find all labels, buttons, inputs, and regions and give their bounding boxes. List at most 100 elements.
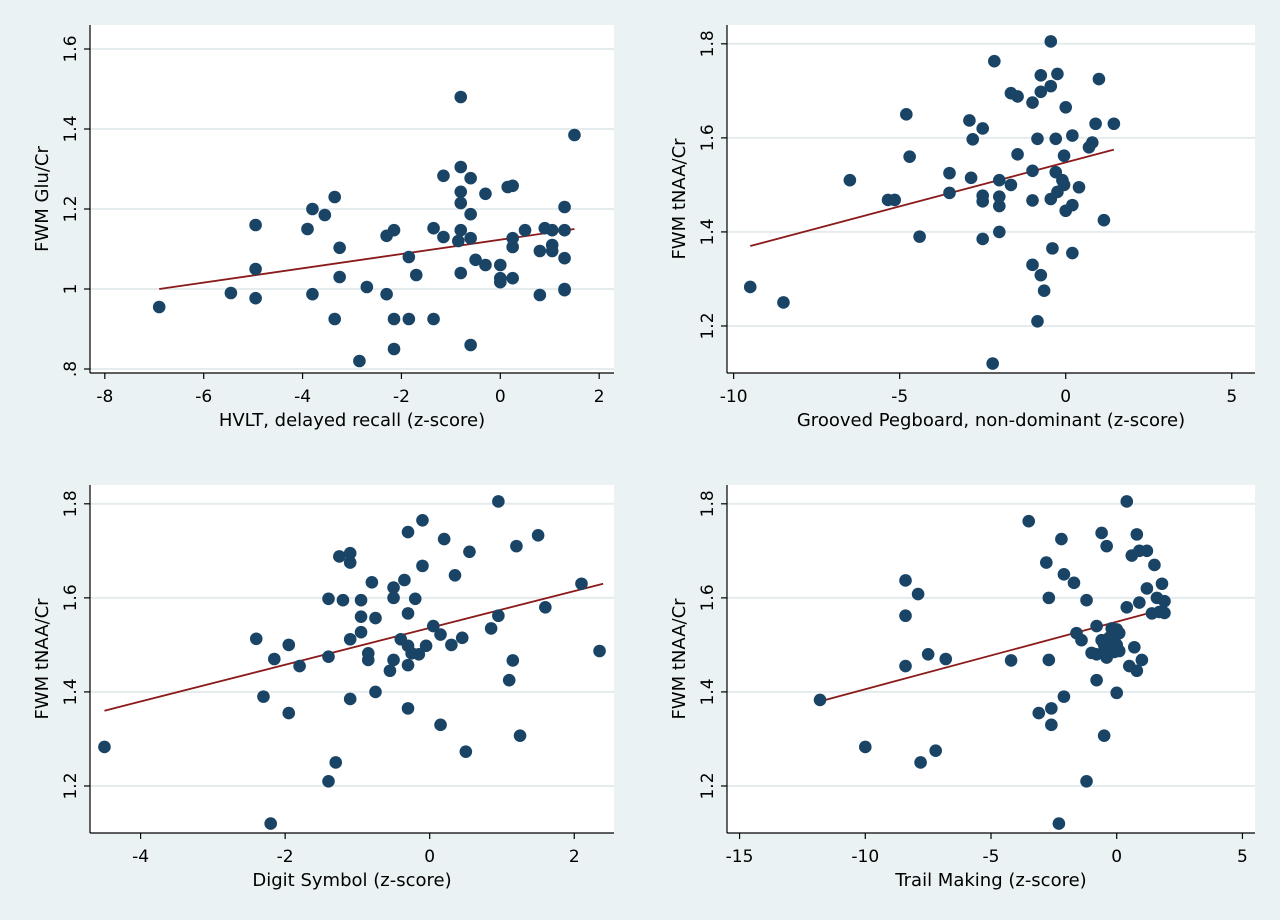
data-point <box>1034 69 1048 82</box>
data-point <box>445 638 458 652</box>
data-point <box>1031 314 1044 328</box>
data-point <box>387 342 401 356</box>
fit-line <box>104 582 604 712</box>
data-point <box>1085 136 1099 149</box>
data-point <box>899 574 912 587</box>
data-point <box>437 532 451 546</box>
data-point <box>993 173 1006 187</box>
data-point <box>506 654 520 667</box>
data-point <box>454 223 468 237</box>
data-point <box>911 587 925 601</box>
data-point <box>427 619 440 633</box>
data-point <box>506 271 519 285</box>
data-point <box>401 658 415 672</box>
data-point <box>506 240 519 254</box>
data-point <box>1037 284 1051 298</box>
data-point <box>401 607 415 620</box>
data-point <box>1120 600 1134 614</box>
x-tick-label: -6 <box>195 387 212 407</box>
data-point <box>1097 729 1111 742</box>
y-axis-title: FWM tNAA/Cr <box>32 598 53 720</box>
data-point <box>1090 647 1103 661</box>
data-point <box>387 591 400 605</box>
data-point <box>903 150 916 163</box>
data-point <box>1049 132 1063 146</box>
data-point <box>437 230 450 244</box>
data-point <box>322 592 335 606</box>
x-tick-label: -4 <box>132 847 149 867</box>
data-point <box>1066 198 1079 212</box>
data-point <box>939 652 953 666</box>
data-point <box>1034 85 1048 99</box>
data-point <box>387 312 401 326</box>
data-point <box>777 296 790 309</box>
data-point <box>921 647 935 661</box>
data-point <box>306 287 319 301</box>
data-point <box>1057 178 1071 192</box>
y-tick-label: .8 <box>61 361 81 377</box>
data-point <box>361 647 375 660</box>
data-point <box>1128 640 1141 654</box>
data-point <box>333 241 346 255</box>
data-point <box>451 234 465 248</box>
data-point <box>469 253 482 267</box>
data-point <box>463 545 476 559</box>
data-point <box>464 338 477 352</box>
data-point <box>1044 35 1058 48</box>
y-axis-title: FWM tNAA/Cr <box>669 138 690 260</box>
data-point <box>401 525 415 539</box>
data-point <box>1112 644 1126 658</box>
data-point <box>416 513 429 527</box>
y-axis-title: FWM tNAA/Cr <box>669 598 690 720</box>
data-point <box>1045 702 1058 715</box>
data-point <box>328 190 341 204</box>
data-point <box>409 268 423 282</box>
data-point <box>976 232 989 246</box>
data-point <box>492 495 505 508</box>
data-point <box>343 632 357 646</box>
x-tick-label: 0 <box>495 387 506 407</box>
data-point <box>1155 577 1169 591</box>
data-point <box>1089 117 1102 131</box>
data-point <box>966 132 980 146</box>
data-point <box>1110 686 1124 700</box>
y-tick-label: 1.2 <box>698 312 718 339</box>
data-point <box>427 312 440 326</box>
x-axis-title: Digit Symbol (z-score) <box>252 870 451 891</box>
data-point <box>398 573 411 587</box>
data-point <box>333 270 346 284</box>
data-point <box>1135 653 1149 667</box>
x-axis-title: HVLT, delayed recall (z-score) <box>219 410 485 431</box>
x-axis-title: Trail Making (z-score) <box>894 870 1086 891</box>
data-point <box>1140 544 1154 558</box>
data-point <box>513 729 527 742</box>
data-point <box>1004 178 1018 192</box>
data-point <box>943 186 956 200</box>
data-point <box>484 622 498 635</box>
data-point <box>506 231 519 245</box>
data-point <box>1022 514 1036 528</box>
data-point <box>98 740 111 754</box>
y-tick-label: 1.4 <box>61 115 81 142</box>
data-point <box>558 251 571 265</box>
data-point <box>464 207 477 221</box>
data-point <box>1026 96 1039 109</box>
y-tick-label: 1.2 <box>698 772 718 799</box>
data-point <box>1032 706 1046 720</box>
x-tick-label: 2 <box>569 847 580 867</box>
x-tick-label: -5 <box>983 847 1000 867</box>
data-point <box>343 556 357 569</box>
data-point <box>1072 180 1086 194</box>
data-point <box>510 539 523 553</box>
y-tick-label: 1.6 <box>61 584 81 611</box>
data-point <box>899 659 912 673</box>
data-point <box>479 187 492 201</box>
data-point <box>419 639 433 653</box>
data-point <box>539 600 552 614</box>
data-point <box>1042 653 1056 667</box>
data-point <box>401 702 415 715</box>
data-point <box>1133 596 1146 609</box>
data-point <box>888 193 901 207</box>
y-tick-label: 1 <box>61 284 81 295</box>
x-tick-label: -10 <box>720 387 748 407</box>
